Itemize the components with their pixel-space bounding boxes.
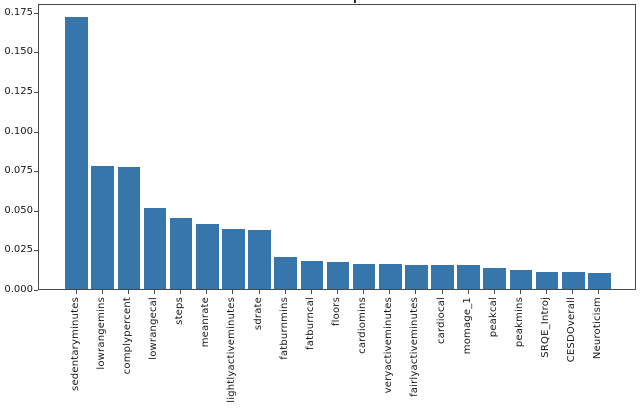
y-tick-mark [34, 52, 38, 53]
x-tick-mark [520, 290, 521, 294]
x-tick-label-SRQE_Introj: SRQE_Introj [540, 297, 551, 358]
bar-fairlyactiveminutes [405, 265, 428, 289]
y-tick-mark [34, 132, 38, 133]
bar-SRQE_Introj [535, 271, 559, 289]
x-tick-label-CESDOverall: CESDOverall [566, 297, 577, 363]
clipped-title-fragment [354, 0, 356, 3]
bar-meanrate [195, 224, 219, 289]
x-tick-mark [389, 290, 390, 294]
bar-steps [169, 217, 193, 289]
x-tick-mark [546, 290, 547, 294]
y-tick-mark [34, 171, 38, 172]
bar-cardiomins [352, 263, 376, 289]
x-tick-mark [468, 290, 469, 294]
x-tick-mark [154, 290, 155, 294]
y-tick-mark [34, 290, 38, 291]
y-tick-label: 0.100 [4, 126, 33, 137]
x-tick-mark [128, 290, 129, 294]
bar-CESDOverall [561, 271, 585, 289]
x-tick-label-sdrate: sdrate [253, 297, 264, 331]
x-tick-label-lightlyactiveminutes: lightlyactiveminutes [226, 297, 237, 403]
y-tick-mark [34, 211, 38, 212]
x-tick-mark [232, 290, 233, 294]
x-tick-label-cardiomins: cardiomins [357, 297, 368, 354]
y-tick-label: 0.050 [4, 205, 33, 216]
y-tick-label: 0.025 [4, 244, 33, 255]
bar-lowrangemins [91, 165, 115, 289]
x-tick-mark [102, 290, 103, 294]
x-tick-label-peakcal: peakcal [488, 297, 499, 338]
y-tick-label: 0.175 [4, 7, 33, 18]
bar-momage_1 [457, 265, 480, 289]
bar-floors [326, 262, 350, 289]
x-tick-label-lowrangecal: lowrangecal [148, 297, 159, 360]
x-tick-label-fairlyactiveminutes: fairlyactiveminutes [409, 297, 420, 397]
bar-Neuroticism [588, 273, 611, 289]
x-tick-label-fatburncal: fatburncal [305, 297, 316, 350]
x-tick-mark [259, 290, 260, 294]
bar-cardiocal [431, 265, 454, 289]
x-tick-mark [285, 290, 286, 294]
x-tick-label-steps: steps [174, 297, 185, 325]
y-tick-mark [34, 250, 38, 251]
bar-veryactiveminutes [378, 263, 402, 289]
bar-sdrate [248, 230, 271, 289]
x-tick-mark [415, 290, 416, 294]
bar-peakmins [509, 270, 533, 289]
x-tick-mark [363, 290, 364, 294]
x-tick-label-complypercent: complypercent [122, 297, 133, 375]
y-tick-label: 0.075 [4, 165, 33, 176]
x-tick-mark [494, 290, 495, 294]
x-tick-mark [206, 290, 207, 294]
x-tick-label-floors: floors [331, 297, 342, 327]
x-tick-mark [76, 290, 77, 294]
x-tick-mark [337, 290, 338, 294]
x-tick-label-lowrangemins: lowrangemins [96, 297, 107, 370]
plot-area [38, 4, 636, 290]
x-tick-label-meanrate: meanrate [200, 297, 211, 348]
y-tick-label: 0.000 [4, 284, 33, 295]
x-tick-mark [598, 290, 599, 294]
x-tick-label-momage_1: momage_1 [462, 297, 473, 355]
x-tick-label-sedentaryminutes: sedentaryminutes [70, 297, 81, 391]
bar-sedentaryminutes [65, 16, 88, 289]
x-tick-label-cardiocal: cardiocal [436, 297, 447, 345]
y-tick-mark [34, 92, 38, 93]
bar-lightlyactiveminutes [222, 228, 245, 289]
y-tick-mark [34, 13, 38, 14]
x-tick-label-peakmins: peakmins [514, 297, 525, 348]
x-tick-label-veryactiveminutes: veryactiveminutes [383, 297, 394, 394]
x-tick-label-Neuroticism: Neuroticism [592, 297, 603, 360]
bar-fatburnmins [274, 257, 298, 289]
x-tick-mark [572, 290, 573, 294]
bar-complypercent [117, 167, 141, 289]
y-tick-label: 0.150 [4, 46, 33, 57]
bar-lowrangecal [143, 208, 167, 289]
bar-peakcal [483, 268, 507, 289]
x-tick-mark [442, 290, 443, 294]
y-tick-label: 0.125 [4, 86, 33, 97]
x-tick-label-fatburnmins: fatburnmins [279, 297, 290, 360]
bar-fatburncal [300, 260, 324, 289]
x-tick-mark [180, 290, 181, 294]
x-tick-mark [311, 290, 312, 294]
